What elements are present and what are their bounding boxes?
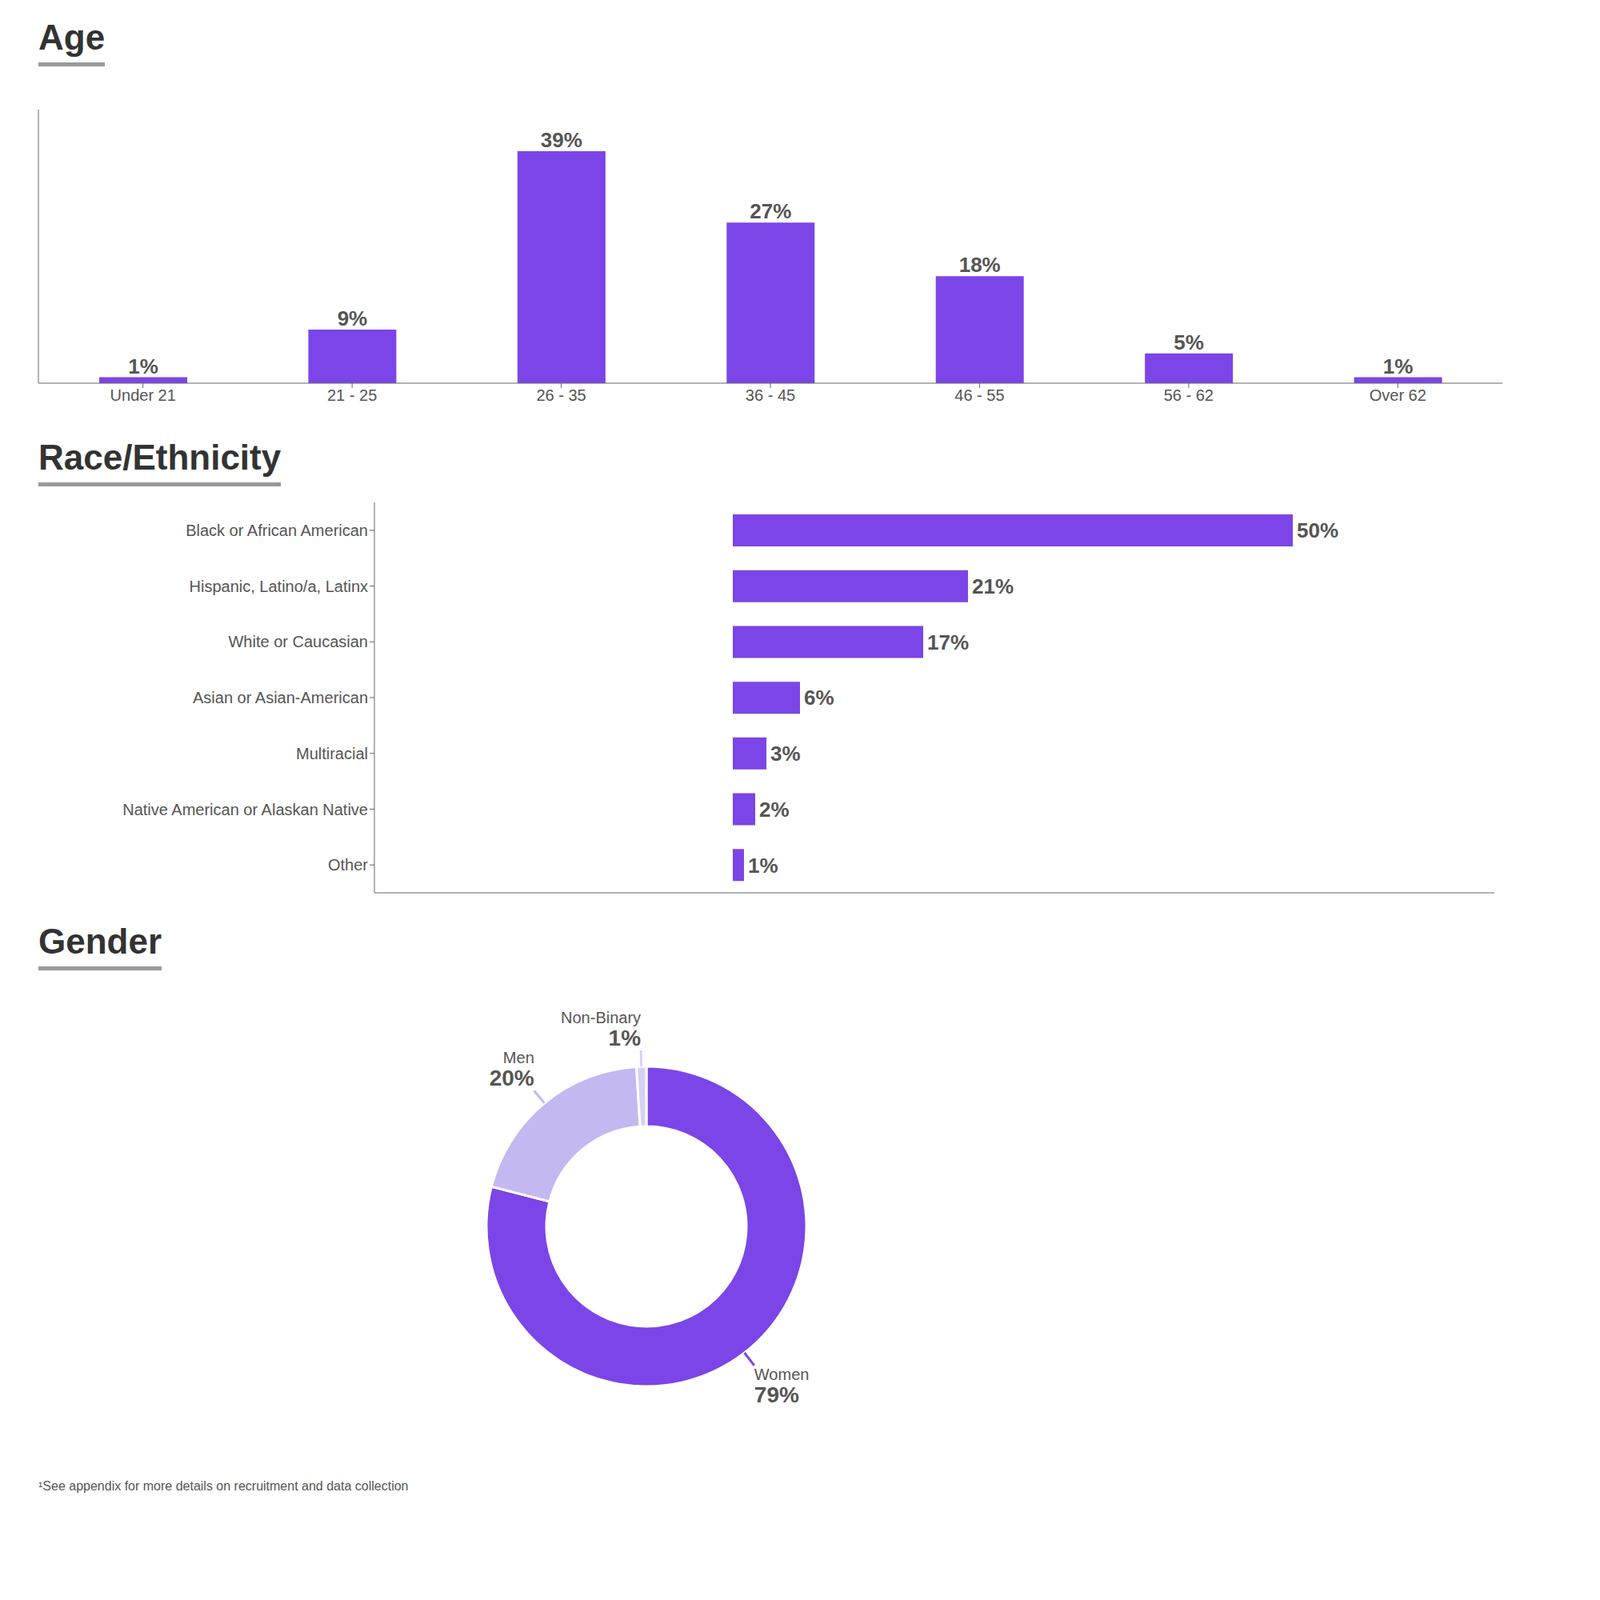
svg-text:27%: 27% — [749, 199, 792, 224]
svg-text:Multiracial: Multiracial — [296, 744, 368, 763]
html-text:¹See appendix for more details: ¹See appendix for more details on recrui… — [38, 1479, 409, 1493]
svg-text:Black or African American: Black or African American — [185, 521, 368, 540]
svg-text:9%: 9% — [337, 306, 368, 331]
svg-text:50%: 50% — [1296, 518, 1339, 543]
svg-text:5%: 5% — [1173, 330, 1204, 355]
svg-text:39%: 39% — [540, 128, 583, 152]
svg-text:1%: 1% — [748, 853, 779, 878]
svg-text:1%: 1% — [128, 354, 159, 379]
html-text:Race/Ethnicity: Race/Ethnicity — [38, 437, 281, 477]
svg-text:21 - 25: 21 - 25 — [327, 386, 377, 404]
svg-text:White or Caucasian: White or Caucasian — [228, 632, 368, 651]
svg-text:Hispanic, Latino/a, Latinx: Hispanic, Latino/a, Latinx — [189, 577, 368, 596]
svg-text:46 - 55: 46 - 55 — [954, 386, 1004, 404]
svg-text:26 - 35: 26 - 35 — [536, 386, 586, 404]
svg-text:Other: Other — [328, 856, 368, 874]
html-text:Age: Age — [38, 17, 105, 57]
svg-text:Men20%: Men20% — [489, 1048, 535, 1091]
svg-text:Under 21: Under 21 — [110, 386, 176, 404]
svg-text:Over 62: Over 62 — [1369, 386, 1427, 404]
svg-text:Non-Binary1%: Non-Binary1% — [560, 1008, 641, 1051]
svg-text:3%: 3% — [770, 741, 801, 766]
svg-text:36 - 45: 36 - 45 — [745, 386, 796, 404]
svg-text:1%: 1% — [1383, 354, 1414, 379]
svg-text:56 - 62: 56 - 62 — [1164, 386, 1214, 404]
svg-text:Women79%: Women79% — [754, 1365, 810, 1408]
svg-text:Asian or Asian-American: Asian or Asian-American — [192, 688, 368, 707]
svg-text:17%: 17% — [927, 630, 969, 655]
svg-text:6%: 6% — [804, 685, 835, 710]
svg-text:18%: 18% — [959, 252, 1001, 277]
svg-text:Native American or Alaskan Nat: Native American or Alaskan Native — [122, 800, 368, 819]
svg-text:2%: 2% — [759, 797, 790, 822]
svg-text:21%: 21% — [972, 574, 1014, 599]
html-text:Gender: Gender — [38, 921, 162, 961]
